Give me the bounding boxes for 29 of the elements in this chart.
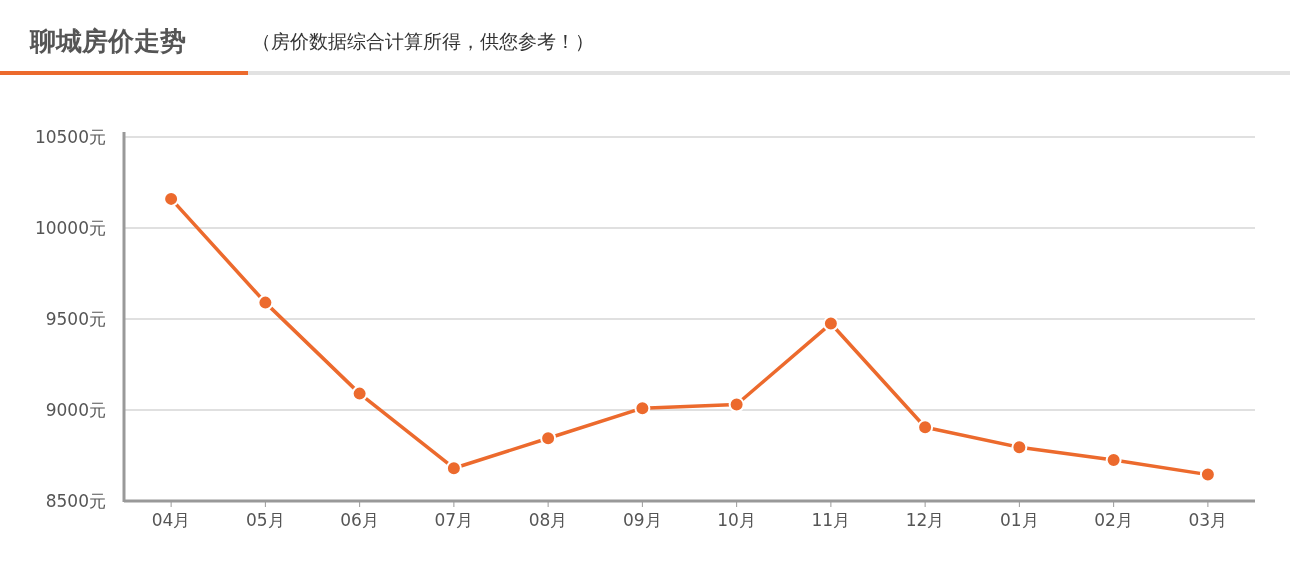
point: [1011, 439, 1028, 456]
y-tick-label: 10500元: [34, 127, 106, 147]
x-tick-label: 08月: [528, 510, 568, 530]
point: [445, 460, 462, 477]
x-tick-label: 10月: [717, 510, 756, 530]
y-tick-label: 10000元: [34, 218, 106, 238]
point: [540, 430, 557, 447]
y-tick-label: 9500元: [45, 309, 106, 329]
point: [728, 396, 745, 413]
x-tick-label: 12月: [905, 510, 945, 530]
point: [634, 400, 651, 417]
chart-subtitle: （房价数据综合计算所得，供您参考！）: [252, 30, 594, 52]
x-tick-label: 07月: [434, 510, 474, 530]
point: [351, 385, 368, 402]
point: [822, 315, 839, 332]
point: [1199, 466, 1216, 483]
x-tick-label: 06月: [340, 510, 379, 530]
y-tick-label: 8500元: [45, 491, 106, 511]
x-tick-label: 09月: [623, 510, 662, 530]
x-tick-label: 01月: [1000, 510, 1039, 530]
x-tick-label: 03月: [1188, 510, 1228, 530]
x-tick-label: 04月: [151, 510, 191, 530]
y-tick-label: 9000元: [45, 400, 106, 420]
x-tick-label: 05月: [246, 510, 285, 530]
point: [917, 419, 934, 436]
chart-title: 聊城房价走势: [29, 26, 186, 56]
x-tick-label: 02月: [1094, 510, 1133, 530]
point: [257, 294, 274, 311]
x-tick-label: 11月: [811, 510, 851, 530]
